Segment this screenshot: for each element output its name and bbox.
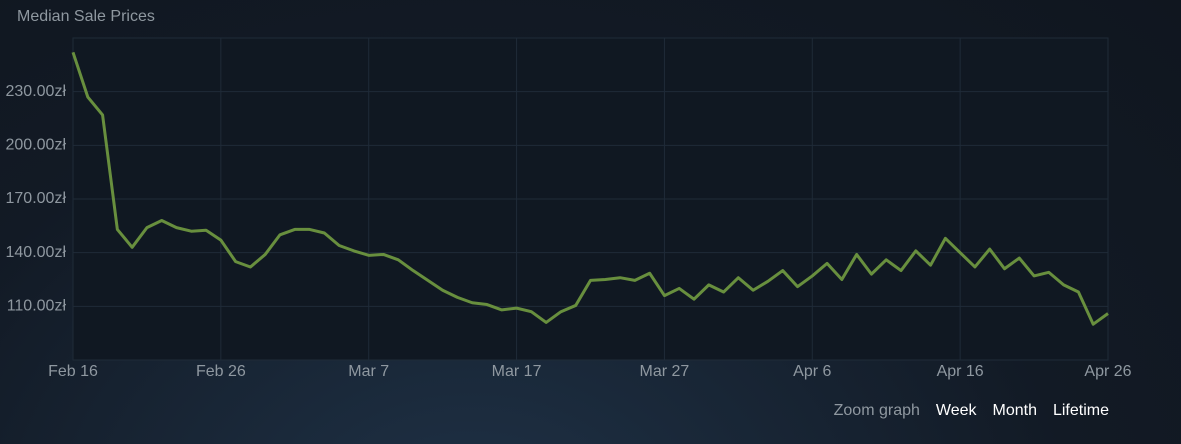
x-tick-label: Apr 6 bbox=[793, 363, 831, 380]
y-tick-label: 200.00zł bbox=[6, 137, 67, 154]
x-tick-label: Mar 27 bbox=[640, 363, 690, 380]
x-tick-label: Mar 7 bbox=[348, 363, 389, 380]
x-tick-label: Feb 26 bbox=[196, 363, 246, 380]
price-line bbox=[71, 51, 1109, 326]
x-tick-label: Mar 17 bbox=[492, 363, 542, 380]
zoom-month[interactable]: Month bbox=[992, 402, 1037, 419]
zoom-controls: Zoom graph Week Month Lifetime bbox=[834, 402, 1109, 420]
y-tick-label: 230.00zł bbox=[6, 83, 67, 100]
x-tick-label: Feb 16 bbox=[48, 363, 98, 380]
y-tick-label: 170.00zł bbox=[6, 190, 67, 207]
chart: Median Sale Prices 110.00zł 140.00zł 170.0… bbox=[6, 8, 1132, 380]
x-tick-label: Apr 16 bbox=[937, 363, 984, 380]
chart-title: Median Sale Prices bbox=[17, 8, 155, 25]
y-tick-label: 110.00zł bbox=[7, 298, 67, 315]
zoom-lifetime[interactable]: Lifetime bbox=[1052, 402, 1109, 419]
x-tick-label: Apr 26 bbox=[1084, 363, 1131, 380]
y-tick-label: 140.00zł bbox=[6, 244, 67, 261]
zoom-week[interactable]: Week bbox=[935, 402, 977, 419]
zoom-label: Zoom graph bbox=[833, 402, 920, 419]
